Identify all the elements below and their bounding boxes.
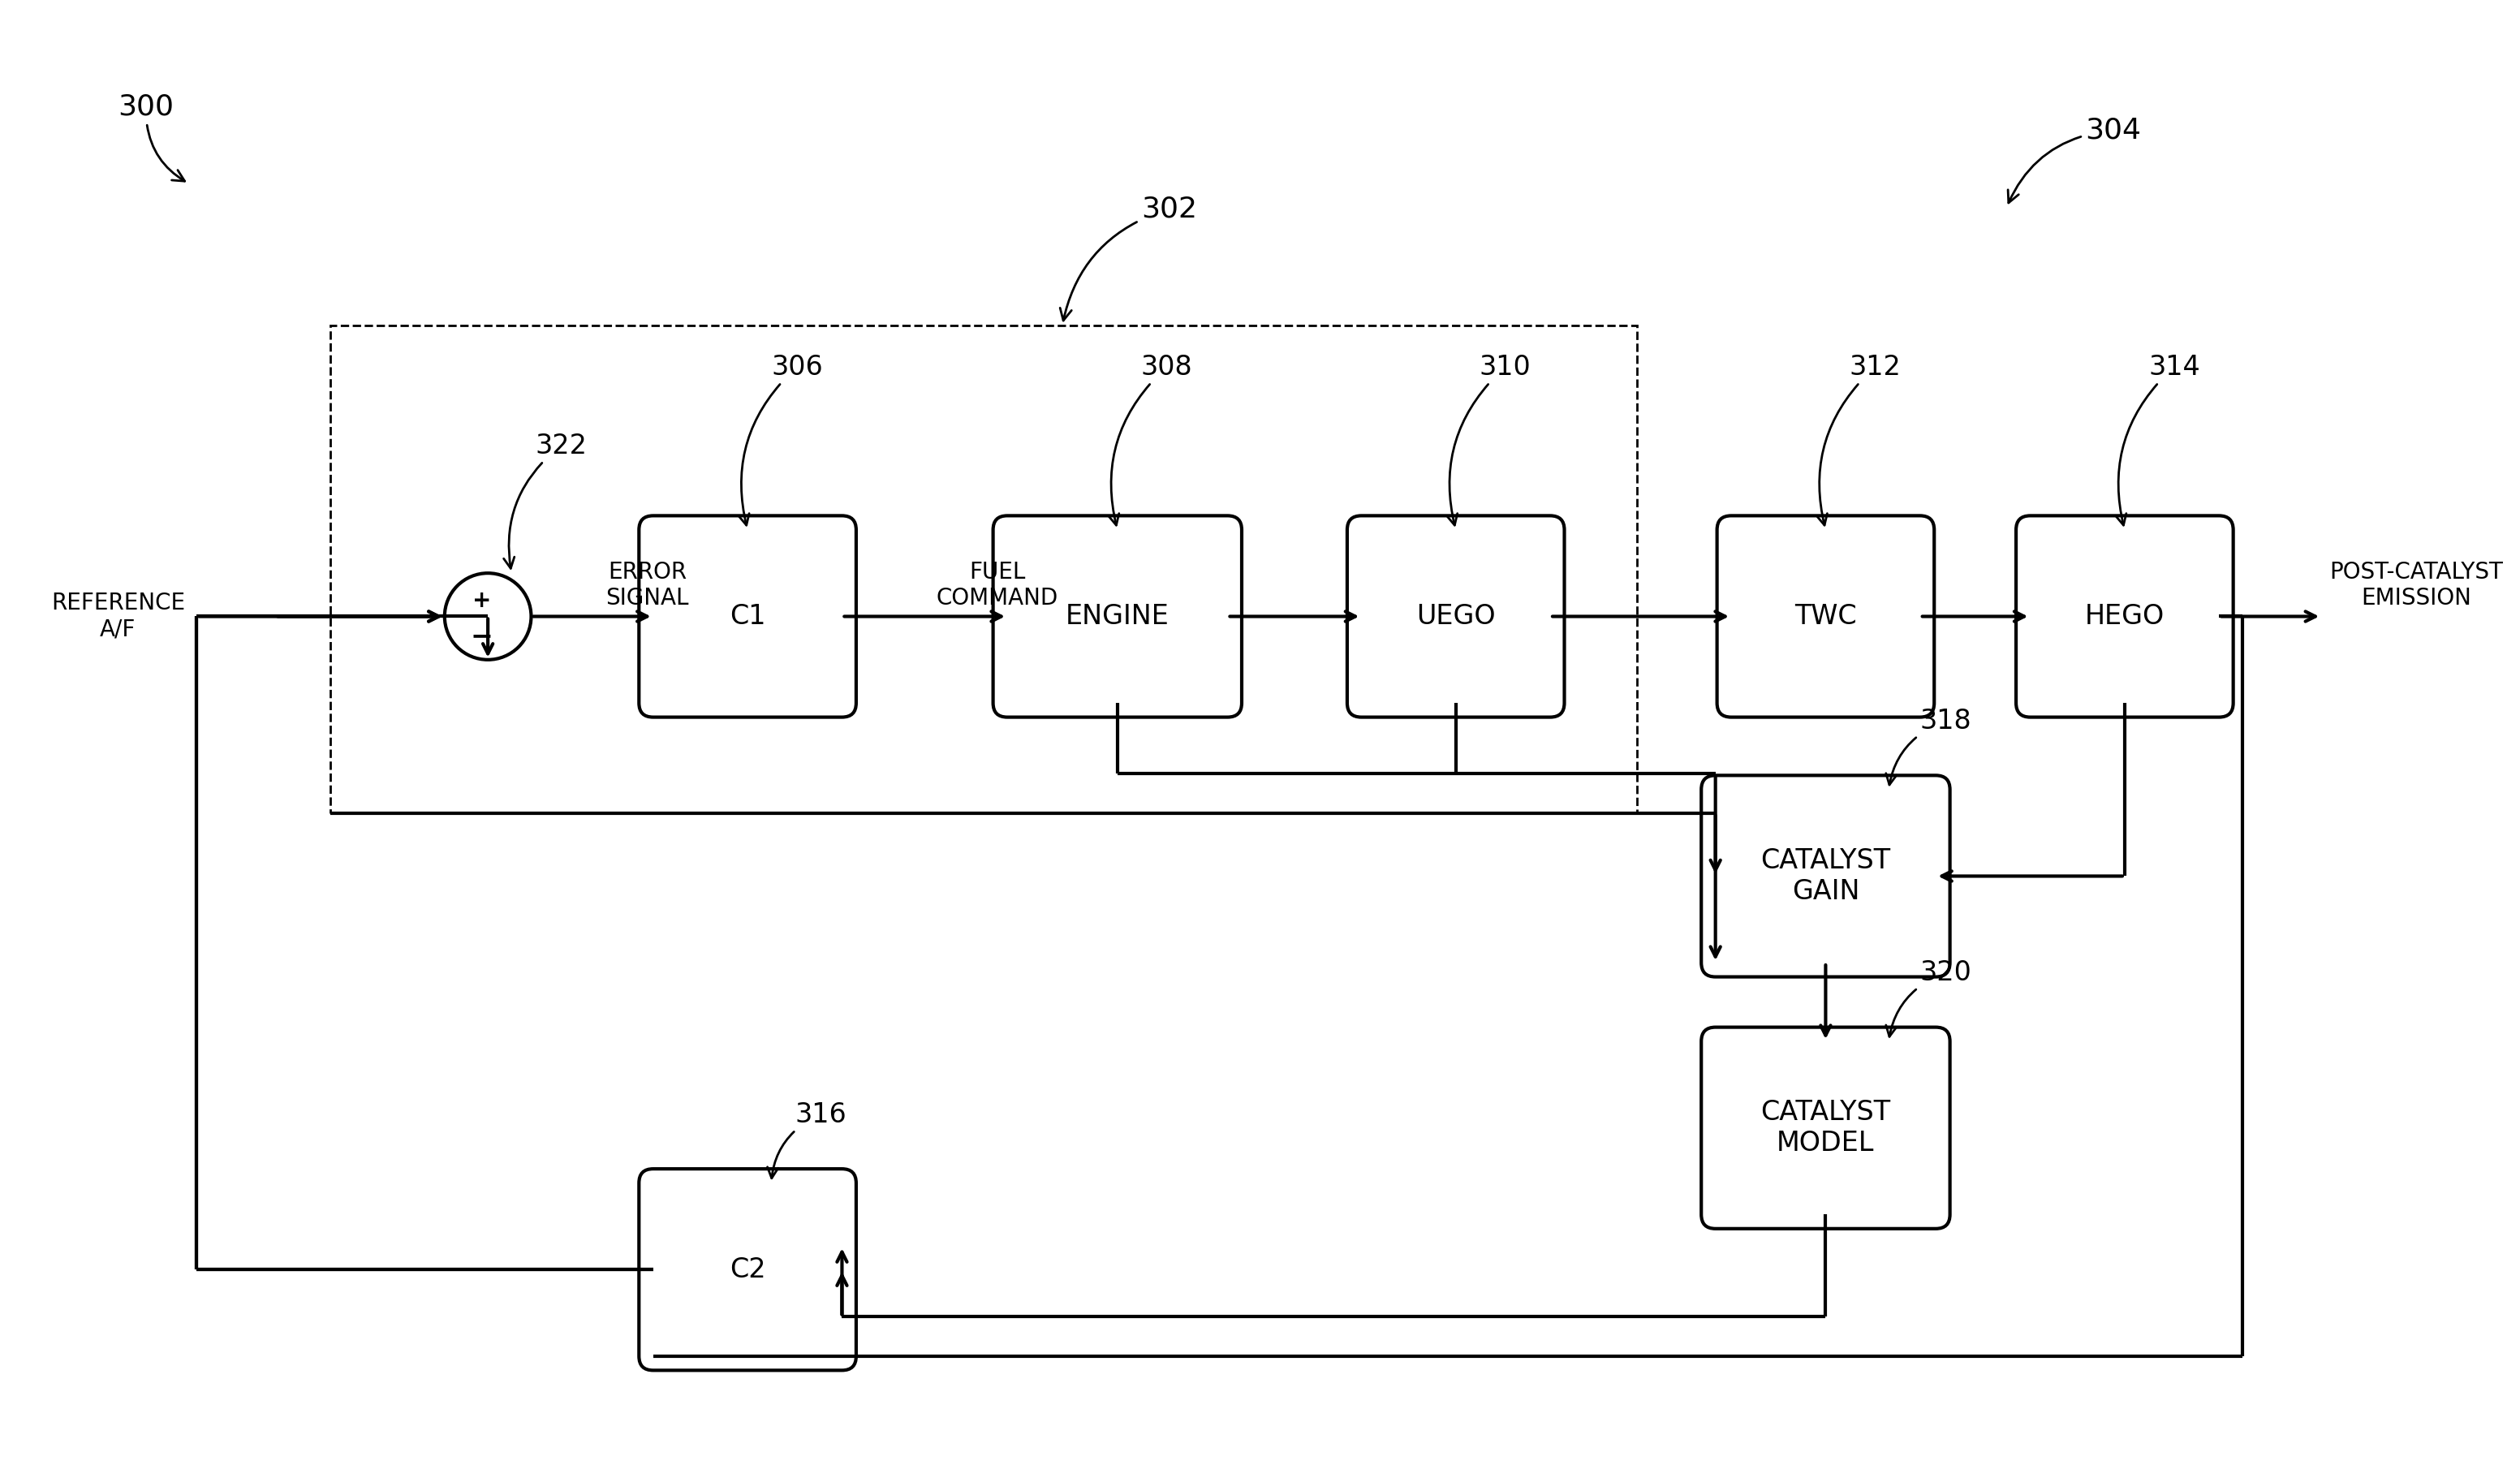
FancyBboxPatch shape [1701, 1027, 1950, 1229]
Text: 318: 318 [1885, 708, 1971, 785]
FancyBboxPatch shape [1701, 775, 1950, 977]
Text: POST-CATALYST
EMISSION: POST-CATALYST EMISSION [2328, 561, 2502, 609]
FancyBboxPatch shape [993, 516, 1242, 718]
Text: REFERENCE
A/F: REFERENCE A/F [50, 592, 184, 640]
Text: ENGINE: ENGINE [1066, 604, 1169, 630]
Text: 304: 304 [2008, 117, 2142, 202]
Text: −: − [471, 623, 494, 649]
Text: 314: 314 [2117, 353, 2200, 526]
Text: CATALYST
MODEL: CATALYST MODEL [1761, 1099, 1890, 1157]
Text: 306: 306 [738, 353, 824, 526]
Text: 300: 300 [118, 94, 184, 182]
FancyBboxPatch shape [1716, 516, 1935, 718]
Text: FUEL
COMMAND: FUEL COMMAND [937, 561, 1058, 609]
FancyBboxPatch shape [2016, 516, 2233, 718]
Text: 308: 308 [1109, 353, 1192, 526]
Text: 302: 302 [1061, 195, 1197, 321]
Text: ERROR
SIGNAL: ERROR SIGNAL [605, 561, 688, 609]
Text: TWC: TWC [1794, 604, 1857, 630]
Text: CATALYST
GAIN: CATALYST GAIN [1761, 847, 1890, 905]
Text: 310: 310 [1446, 353, 1532, 526]
FancyBboxPatch shape [1348, 516, 1565, 718]
Text: UEGO: UEGO [1416, 604, 1494, 630]
Text: 322: 322 [504, 432, 587, 568]
Text: 320: 320 [1885, 960, 1971, 1037]
Text: C1: C1 [728, 604, 766, 630]
Text: HEGO: HEGO [2084, 604, 2165, 630]
Text: C2: C2 [728, 1256, 766, 1283]
FancyBboxPatch shape [640, 516, 857, 718]
FancyBboxPatch shape [640, 1169, 857, 1370]
Bar [330, 325, 1638, 813]
Text: 312: 312 [1817, 353, 1900, 526]
Text: +: + [471, 589, 491, 612]
Text: 316: 316 [769, 1102, 847, 1178]
